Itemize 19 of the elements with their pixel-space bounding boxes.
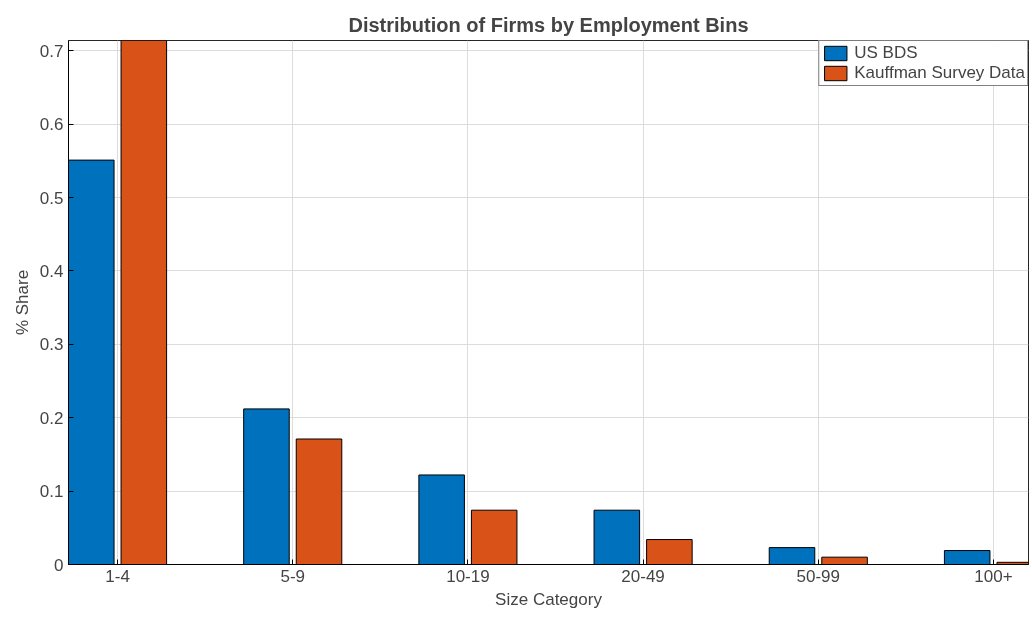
x-axis-title: Size Category <box>495 589 603 609</box>
y-tick-label: 0.1 <box>39 482 64 502</box>
y-tick-label: 0.5 <box>39 188 64 208</box>
y-axis-title: % Share <box>12 269 32 336</box>
y-tick-label: 0.2 <box>39 408 64 428</box>
y-tick-label: 0.3 <box>39 335 64 355</box>
x-tick-label: 50-99 <box>796 566 841 586</box>
x-tick-label: 5-9 <box>280 566 306 586</box>
x-tick-label: 100+ <box>974 566 1013 586</box>
y-tick-label: 0.4 <box>39 261 64 281</box>
chart-title: Distribution of Firms by Employment Bins <box>348 13 749 36</box>
y-tick-label: 0.6 <box>39 115 64 135</box>
y-tick-label: 0 <box>54 555 64 575</box>
x-tick-label: 20-49 <box>621 566 665 586</box>
x-tick-label: 10-19 <box>446 566 490 586</box>
x-tick-label: 1-4 <box>105 566 130 586</box>
y-tick-label: 0.7 <box>39 41 64 61</box>
legend-label: Kauffman Survey Data <box>854 63 1025 83</box>
legend-label: US BDS <box>854 43 918 63</box>
